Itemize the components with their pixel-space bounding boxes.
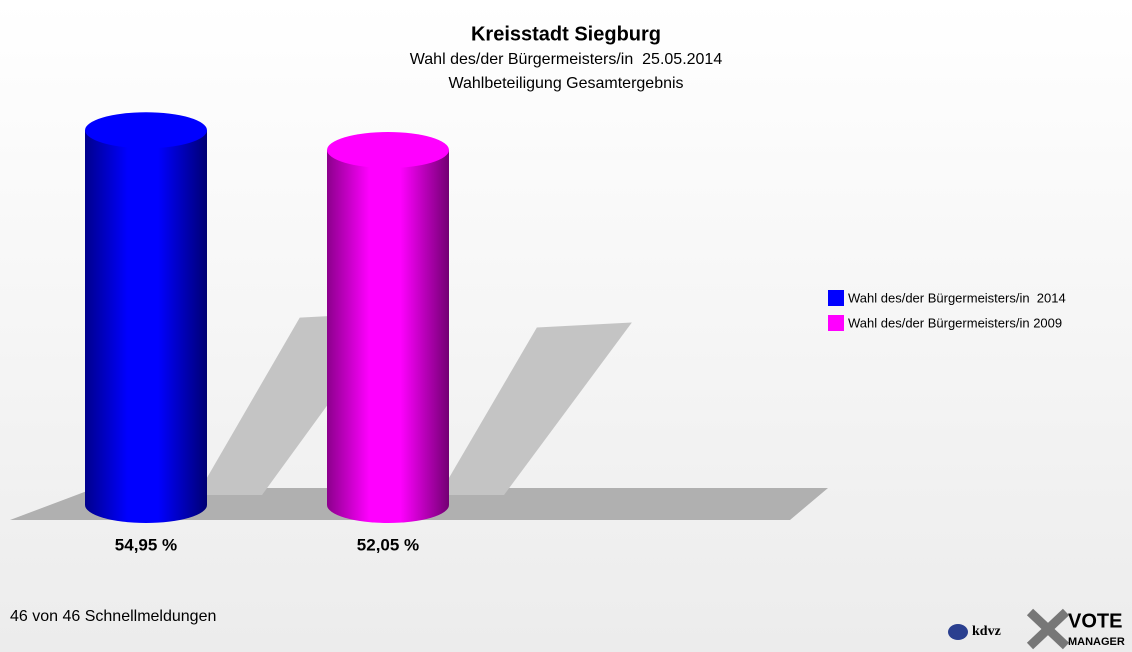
logo: kdvz VOTE MANAGER	[948, 608, 1125, 650]
legend-label: Wahl des/der Bürgermeisters/in 2009	[848, 315, 1062, 330]
chart-title: Kreisstadt Siegburg	[471, 23, 661, 45]
value-label: 52,05 %	[357, 535, 419, 554]
bar-shadow	[439, 322, 632, 495]
bar-top	[85, 112, 207, 149]
legend-label: Wahl des/der Bürgermeisters/in 2014	[848, 290, 1066, 305]
chart-subtitle: Wahlbeteiligung Gesamtergebnis	[448, 75, 683, 92]
bar	[85, 130, 207, 523]
logo-text: MANAGER	[1068, 636, 1125, 648]
logo-text: VOTE	[1068, 610, 1122, 632]
bar-top	[327, 132, 449, 169]
logo-icon	[1026, 608, 1070, 650]
logo-icon	[948, 624, 968, 640]
chart-subtitle: Wahl des/der Bürgermeisters/in 25.05.201…	[410, 51, 723, 68]
bar	[327, 150, 449, 524]
legend-swatch	[828, 315, 844, 331]
value-label: 54,95 %	[115, 535, 177, 554]
logo-text: kdvz	[972, 624, 1001, 639]
footnote: 46 von 46 Schnellmeldungen	[10, 608, 216, 625]
legend-swatch	[828, 290, 844, 306]
